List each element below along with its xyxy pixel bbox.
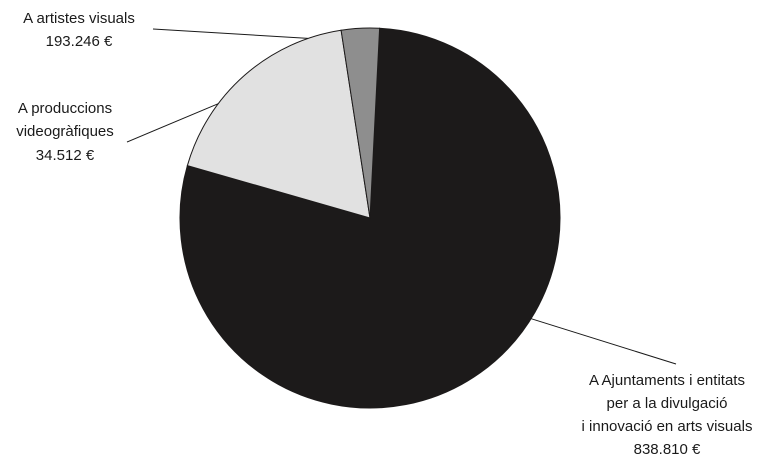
- slice-value-1: 193.246 €: [46, 33, 113, 50]
- slice-value-0: 838.810 €: [634, 441, 701, 457]
- pie-slice-1: [186, 29, 371, 219]
- slice-label-1: A artistes visuals 193.246 €: [23, 10, 135, 50]
- slice-label-0-line-1: per a la divulgació: [607, 395, 728, 412]
- pie-slice-2: [340, 27, 381, 219]
- slice-value-2: 34.512 €: [36, 147, 95, 164]
- slice-label-0: A Ajuntaments i entitats per a la divulg…: [582, 372, 753, 457]
- slice-label-2-line-1: videogràfiques: [16, 123, 114, 140]
- slice-label-2-line-0: A produccions: [18, 100, 112, 117]
- pie-slices: [179, 27, 561, 409]
- slice-label-1-line-0: A artistes visuals: [23, 10, 135, 27]
- leader-line-1: [152, 28, 309, 39]
- leader-lines: [126, 28, 677, 365]
- leader-line-0: [530, 318, 677, 365]
- slice-label-0-line-0: A Ajuntaments i entitats: [589, 372, 745, 389]
- slice-label-0-line-2: i innovació en arts visuals: [582, 418, 753, 435]
- leader-line-2: [126, 103, 219, 143]
- slice-label-2: A produccions videogràfiques 34.512 €: [16, 100, 114, 164]
